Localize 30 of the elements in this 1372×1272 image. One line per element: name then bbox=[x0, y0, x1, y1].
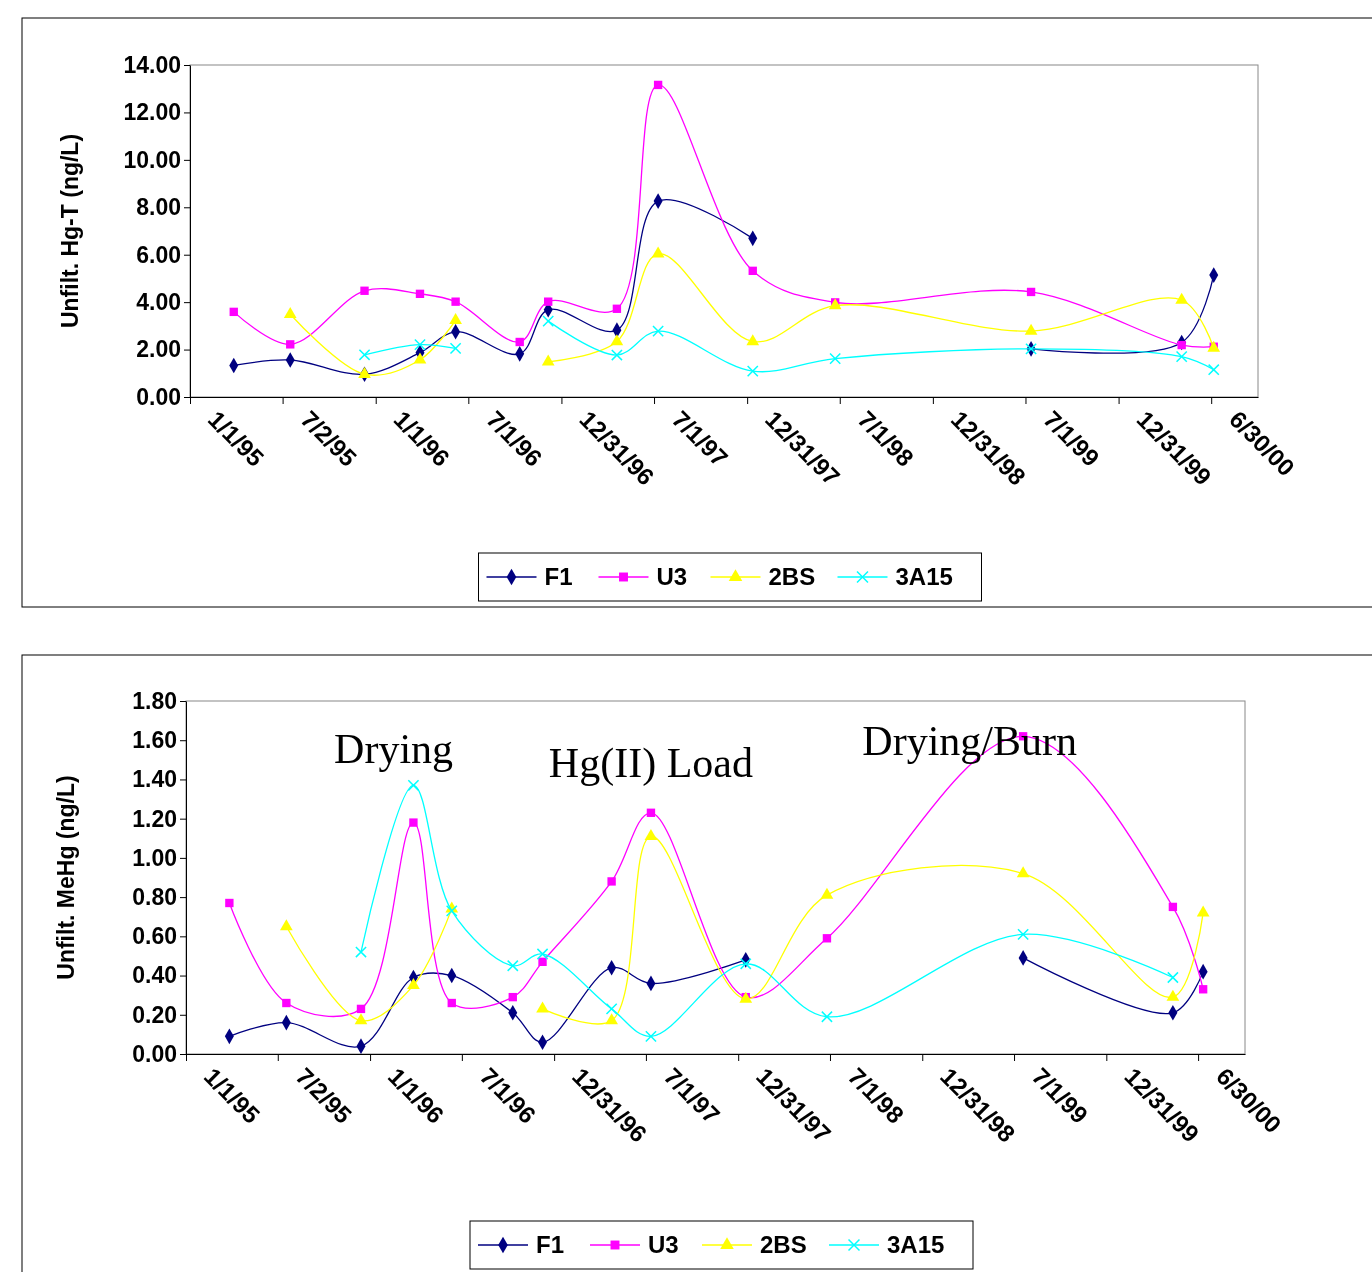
legend-label: 3A15 bbox=[887, 1231, 945, 1259]
y-tick-label: 0.00 bbox=[132, 1040, 177, 1067]
y-tick-label: 8.00 bbox=[136, 194, 181, 221]
y-axis-title: Unfilt. Hg-T (ng/L) bbox=[57, 133, 83, 329]
y-tick-label: 1.60 bbox=[132, 727, 177, 754]
y-tick-label: 6.00 bbox=[136, 241, 181, 268]
annotation: Drying bbox=[334, 726, 454, 772]
y-tick-label: 0.40 bbox=[132, 962, 177, 989]
y-tick-label: 2.00 bbox=[136, 336, 181, 363]
legend-label: F1 bbox=[544, 563, 573, 591]
annotation: Hg(II) Load bbox=[548, 739, 753, 787]
y-tick-label: 1.00 bbox=[132, 844, 177, 871]
legend-label: F1 bbox=[536, 1231, 565, 1259]
y-tick-label: 12.00 bbox=[123, 99, 181, 126]
y-tick-label: 0.00 bbox=[136, 383, 181, 410]
y-tick-label: 14.00 bbox=[123, 51, 181, 78]
legend-label: 2BS bbox=[768, 563, 816, 591]
y-tick-label: 1.80 bbox=[132, 687, 177, 714]
y-tick-label: 0.60 bbox=[132, 923, 177, 950]
legend-label: 2BS bbox=[760, 1231, 807, 1259]
y-tick-label: 0.20 bbox=[132, 1001, 177, 1028]
y-axis-title: Unfilt. MeHg (ng/L) bbox=[53, 775, 79, 980]
y-tick-label: 4.00 bbox=[136, 289, 181, 315]
legend-label: 3A15 bbox=[895, 563, 953, 591]
y-tick-label: 1.40 bbox=[132, 766, 177, 793]
legend-label: U3 bbox=[648, 1231, 679, 1259]
y-tick-label: 10.00 bbox=[123, 146, 181, 173]
y-tick-label: 0.80 bbox=[132, 883, 177, 910]
legend-label: U3 bbox=[656, 563, 688, 591]
y-tick-label: 1.20 bbox=[132, 805, 177, 832]
